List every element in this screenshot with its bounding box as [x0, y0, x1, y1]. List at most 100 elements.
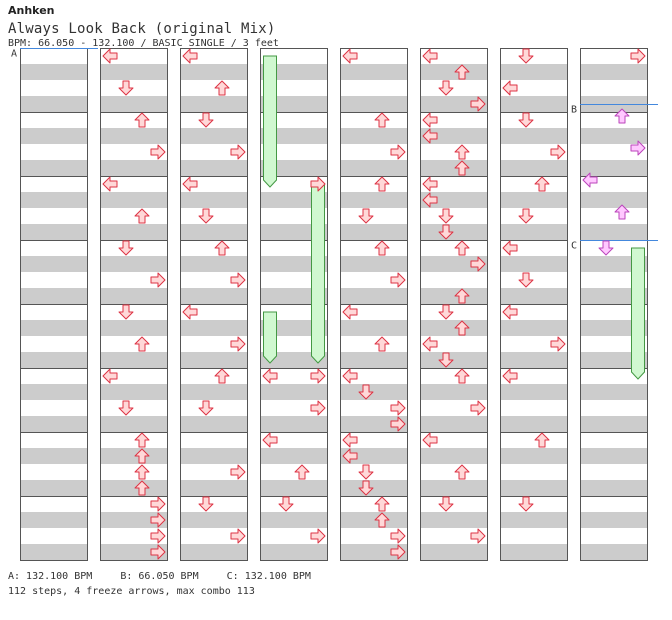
beat-stripe [340, 288, 408, 304]
step-arrow-right [230, 144, 246, 160]
step-arrow-down [118, 304, 134, 320]
bpm-label-c: C: 132.100 BPM [226, 571, 311, 582]
beat-stripe [20, 352, 88, 368]
beat-stripe [100, 448, 168, 464]
step-arrow-up [374, 112, 390, 128]
beat-stripe [500, 416, 568, 432]
step-arrow-down [358, 384, 374, 400]
beat-stripe [100, 128, 168, 144]
beat-stripe [580, 224, 648, 240]
column-border [260, 48, 328, 561]
step-arrow-down [118, 80, 134, 96]
step-arrow-left [182, 48, 198, 64]
bpm-change-label: B [571, 105, 577, 116]
step-arrow-right [310, 400, 326, 416]
beat-stripe [100, 320, 168, 336]
step-arrow-up [134, 112, 150, 128]
beat-stripe [260, 448, 328, 464]
beat-stripe [180, 224, 248, 240]
step-arrow-down [438, 304, 454, 320]
chart-column [500, 48, 568, 561]
step-arrow-up [374, 176, 390, 192]
beat-stripe [260, 416, 328, 432]
beat-stripe [20, 128, 88, 144]
beat-stripe [580, 128, 648, 144]
beat-stripe [500, 224, 568, 240]
beat-stripe [420, 160, 488, 176]
step-arrow-right [150, 272, 166, 288]
step-arrow-right [150, 544, 166, 560]
beat-stripe [20, 192, 88, 208]
step-arrow-right [310, 176, 326, 192]
beat-stripe [340, 416, 408, 432]
step-arrow-left [182, 176, 198, 192]
beat-stripe [340, 64, 408, 80]
step-arrow-left [582, 172, 598, 188]
beat-stripe [420, 544, 488, 560]
beat-stripe [340, 128, 408, 144]
step-arrow-left [422, 176, 438, 192]
step-arrow-down [518, 112, 534, 128]
step-arrow-down [438, 496, 454, 512]
beat-stripe [180, 128, 248, 144]
column-border [100, 48, 168, 561]
step-arrow-up [454, 144, 470, 160]
step-arrow-up [454, 160, 470, 176]
beat-stripe [580, 384, 648, 400]
beat-stripe [420, 256, 488, 272]
step-arrow-right [230, 528, 246, 544]
step-arrow-down [198, 112, 214, 128]
beat-stripe [100, 192, 168, 208]
step-arrow-up [294, 464, 310, 480]
step-arrow-right [310, 368, 326, 384]
step-arrow-down [358, 464, 374, 480]
step-arrow-up [214, 368, 230, 384]
beat-stripe [340, 480, 408, 496]
step-arrow-left [422, 336, 438, 352]
chart-column [100, 48, 168, 561]
beat-stripe [500, 128, 568, 144]
beat-stripe [180, 192, 248, 208]
step-arrow-left [262, 368, 278, 384]
beat-stripe [500, 256, 568, 272]
step-arrow-right [230, 272, 246, 288]
bpm-label-b: B: 66.050 BPM [120, 571, 199, 582]
step-arrow-right [230, 336, 246, 352]
beat-stripe [100, 480, 168, 496]
chart-info: BPM: 66.050 - 132.100 / BASIC SINGLE / 3… [8, 38, 279, 49]
beat-stripe [180, 416, 248, 432]
beat-stripe [20, 448, 88, 464]
step-arrow-up [614, 204, 630, 220]
step-arrow-down [598, 240, 614, 256]
beat-stripe [420, 352, 488, 368]
beat-stripe [100, 352, 168, 368]
beat-stripe [500, 512, 568, 528]
beat-stripe [20, 416, 88, 432]
beat-stripe [260, 480, 328, 496]
beat-stripe [100, 224, 168, 240]
step-arrow-up [454, 368, 470, 384]
bpm-legend: A: 132.100 BPM B: 66.050 BPM C: 132.100 … [8, 569, 333, 584]
beat-stripe [100, 416, 168, 432]
beat-stripe [100, 384, 168, 400]
beat-stripe [20, 480, 88, 496]
chart-footer: A: 132.100 BPM B: 66.050 BPM C: 132.100 … [8, 569, 333, 599]
step-arrow-left [342, 432, 358, 448]
step-arrow-right [150, 528, 166, 544]
beat-stripe [180, 160, 248, 176]
beat-stripe [180, 288, 248, 304]
chart-header: Anhken Always Look Back (original Mix) B… [8, 4, 279, 49]
beat-stripe [100, 288, 168, 304]
step-arrow-down [518, 208, 534, 224]
beat-stripe [420, 64, 488, 80]
step-arrow-down [118, 240, 134, 256]
step-arrow-right [390, 272, 406, 288]
step-arrow-left [502, 304, 518, 320]
column-border [180, 48, 248, 561]
step-arrow-up [214, 240, 230, 256]
step-arrow-down [438, 80, 454, 96]
beat-stripe [500, 288, 568, 304]
step-arrow-up [134, 480, 150, 496]
beat-stripe [420, 480, 488, 496]
step-arrow-right [390, 400, 406, 416]
